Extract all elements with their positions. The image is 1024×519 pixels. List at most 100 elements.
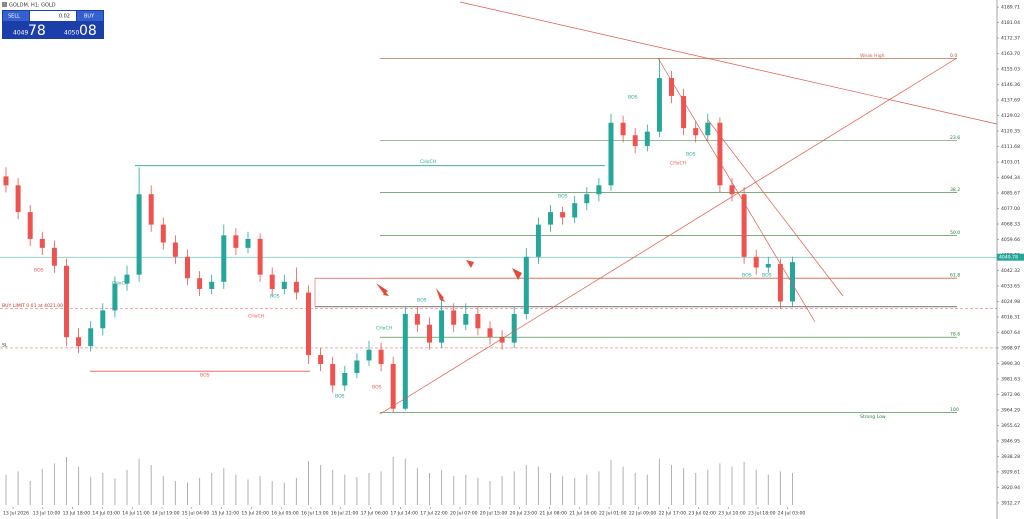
volume-bar	[610, 460, 612, 505]
x-tick-label: 23 Jul 18:00	[748, 511, 776, 517]
x-tick-label: 20 Jul 23:00	[510, 511, 538, 517]
volume-bar	[332, 469, 334, 505]
volume-bar	[90, 477, 92, 505]
x-tick-label: 14 Jul 19:00	[152, 511, 180, 517]
volume-bar	[525, 465, 527, 505]
candle-body	[76, 337, 82, 347]
volume-bar	[477, 477, 479, 505]
volume-bar	[743, 461, 745, 505]
y-tick-label: 4059.66	[1001, 237, 1020, 243]
candle-body	[185, 256, 190, 279]
candle-body	[729, 185, 735, 195]
candle-body	[572, 203, 578, 218]
y-tick-label: 4189.71	[1001, 5, 1020, 11]
volume-bar	[5, 474, 7, 505]
volume-bar	[574, 477, 576, 505]
x-tick-label: 22 Jul 09:00	[629, 511, 657, 517]
volume-bar	[622, 466, 624, 505]
x-tick-label: 13 Jul 10:00	[33, 511, 61, 517]
candle-body	[39, 238, 45, 248]
lot-value: 0.02	[59, 14, 70, 20]
candle-body	[535, 224, 541, 257]
candle-body	[632, 135, 638, 146]
y-tick-label: 3981.63	[1001, 376, 1020, 382]
y-tick-label: 3955.62	[1001, 423, 1020, 429]
candle-body	[318, 355, 324, 365]
volume-bar	[646, 474, 648, 505]
candle-body	[3, 176, 9, 186]
candle-body	[51, 247, 57, 266]
candle-body	[584, 194, 590, 204]
y-tick-label: 4137.69	[1001, 98, 1020, 104]
fib-label: 78.6	[950, 332, 960, 338]
candle-body	[112, 283, 118, 311]
buy-button[interactable]	[77, 11, 103, 21]
y-tick-label: 4163.70	[1001, 51, 1020, 57]
x-tick-label: 14 Jul 03:00	[92, 511, 120, 517]
candle-body	[644, 131, 650, 146]
x-tick-label: 21 Jul 08:00	[539, 511, 567, 517]
candle-body	[548, 212, 553, 225]
volume-bar	[755, 469, 757, 505]
price-tag	[997, 253, 1024, 261]
y-tick-label: 4155.03	[1001, 67, 1020, 73]
volume-bar	[683, 468, 685, 505]
candle-body	[487, 328, 493, 338]
y-tick-label: 4033.65	[1001, 284, 1020, 290]
volume-bar	[247, 479, 249, 505]
x-tick-label: 20 Jul 15:00	[480, 511, 508, 517]
weak-high-label: Weak High	[860, 53, 885, 59]
candle-body	[693, 128, 699, 136]
annotation: CHoCH	[112, 281, 128, 287]
y-tick-label: 3912.27	[1001, 500, 1020, 506]
candle-body	[245, 238, 251, 248]
candle-body	[257, 238, 263, 275]
strong-low-label: Strong Low	[860, 414, 886, 420]
candle-body	[790, 262, 795, 302]
sl-label: SL	[2, 342, 8, 348]
marks: BUY LIMIT 0.01 at 4021.00 SL 0.0 23.6 38.2 50…	[0, 6, 999, 509]
buy-price: 4050	[64, 30, 79, 37]
volume-bar	[29, 481, 31, 505]
y-tick-label: 4085.67	[1001, 191, 1020, 197]
volume-bar	[441, 469, 443, 505]
candle-body	[27, 212, 33, 239]
candle-body	[221, 235, 227, 282]
sell-button[interactable]	[3, 11, 29, 21]
volume-bar	[138, 458, 140, 505]
candle-body	[511, 313, 517, 343]
volume-bar	[162, 476, 164, 505]
y-tick-label: 4172.37	[1001, 36, 1020, 42]
y-tick-label: 3938.28	[1001, 454, 1020, 460]
x-tick-label: 23 Jul 10:00	[718, 511, 746, 517]
volume-bar	[211, 473, 213, 505]
sell-price-big: 78	[28, 23, 46, 39]
annotation: BOS	[742, 273, 752, 279]
buy-label: BUY	[84, 14, 95, 20]
volume-bar	[66, 457, 67, 505]
candle-body	[88, 328, 94, 347]
y-tick-label: 4042.32	[1001, 268, 1020, 274]
volume-bar	[223, 468, 225, 505]
y-tick-label: 4111.68	[1001, 144, 1020, 150]
lot-field[interactable]	[30, 11, 76, 21]
icon	[2, 2, 7, 7]
volume-bar	[792, 473, 793, 505]
candle-body	[765, 263, 771, 268]
arrow	[376, 283, 389, 296]
candle-body	[608, 122, 614, 186]
choch-label: CHoCH	[420, 159, 436, 165]
candle-body	[681, 95, 687, 129]
volume-bar	[174, 481, 176, 505]
volume-bar	[126, 469, 128, 505]
candle-body	[148, 194, 154, 225]
order-label: BUY LIMIT 0.01 at 4021.00	[2, 303, 63, 309]
volume-bar	[404, 458, 406, 505]
y-tick-label: 3946.95	[1001, 438, 1020, 444]
fib-label: 23.6	[950, 135, 960, 141]
chart-title: GOLDM, H1: GOLD	[9, 3, 56, 9]
annotation: CHoCH	[670, 161, 686, 167]
candle-body	[330, 364, 336, 386]
y-tick-label: 3920.94	[1001, 485, 1020, 491]
candle-body	[560, 212, 566, 218]
